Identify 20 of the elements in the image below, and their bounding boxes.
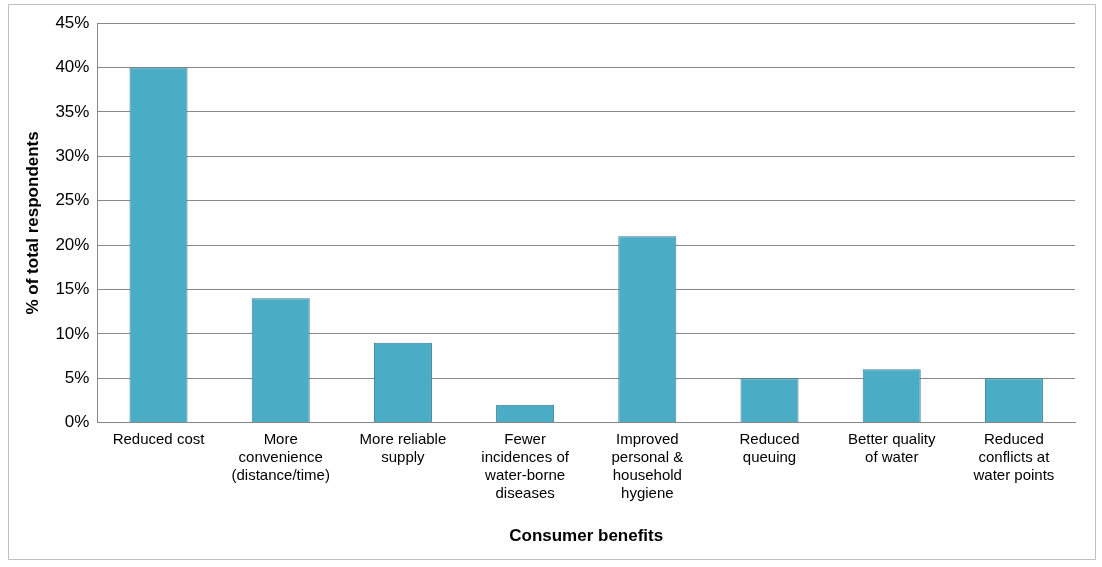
y-tick-label: 20%: [55, 234, 90, 254]
x-tick-label: Reduced conflicts at water points: [972, 429, 1055, 483]
y-tick-label: 0%: [64, 412, 90, 432]
y-tick-label: 10%: [55, 323, 90, 343]
y-axis-title: % of total respondents: [22, 131, 42, 315]
x-tick-label: More reliable supply: [359, 429, 447, 465]
y-tick-label: 5%: [64, 367, 90, 387]
x-tick-label: Reduced queuing: [739, 429, 800, 465]
x-tick-label: Fewer incidences of water-borne diseases: [481, 429, 570, 501]
y-tick-label: 45%: [55, 12, 90, 32]
y-tick-label: 30%: [55, 146, 90, 166]
y-tick-label: 35%: [55, 101, 90, 121]
y-tick-label: 15%: [55, 279, 90, 299]
x-tick-label: Reduced cost: [112, 429, 206, 447]
x-axis-title: Consumer benefits: [509, 526, 664, 546]
x-tick-label: Better quality of water: [847, 429, 936, 465]
x-tick-label: Improved personal & household hygiene: [611, 429, 684, 501]
y-tick-label: 40%: [55, 57, 90, 77]
y-tick-label: 25%: [55, 190, 90, 210]
x-tick-label: More convenience (distance/time): [231, 429, 330, 483]
